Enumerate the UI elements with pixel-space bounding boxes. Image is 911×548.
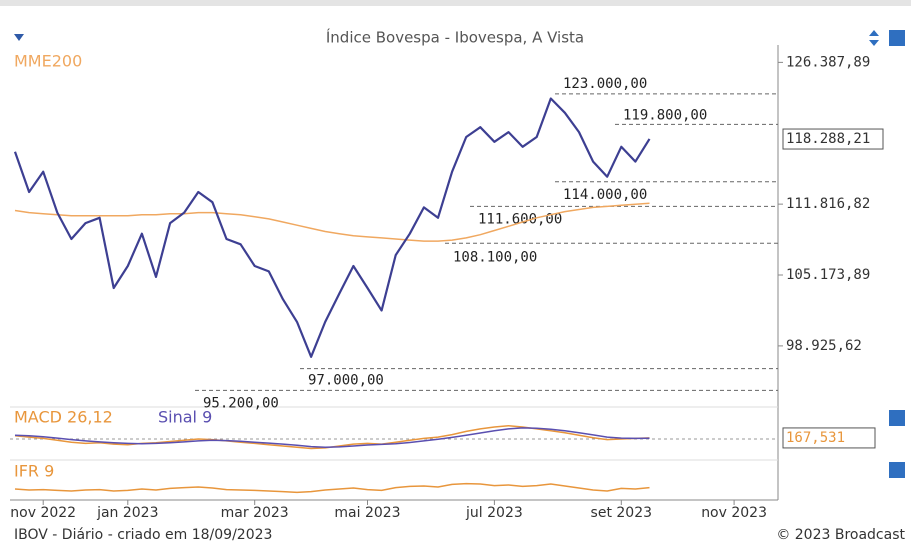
y-tick-label: 98.925,62 bbox=[786, 338, 862, 354]
x-tick-label: nov 2023 bbox=[701, 505, 767, 521]
price-line bbox=[13, 97, 651, 358]
y-tick-label: 126.387,89 bbox=[786, 54, 870, 70]
panel-icon[interactable] bbox=[889, 462, 905, 478]
legend-mme: MME200 bbox=[14, 52, 82, 71]
level-label: 114.000,00 bbox=[563, 187, 647, 203]
scroll-icon[interactable] bbox=[869, 30, 879, 46]
top-bar bbox=[0, 0, 911, 6]
y-tick-label: 111.816,82 bbox=[786, 196, 870, 212]
legend-macd: MACD 26,12 bbox=[14, 408, 113, 427]
x-tick-label: set 2023 bbox=[591, 505, 652, 521]
x-tick-label: mai 2023 bbox=[334, 505, 400, 521]
legend-ifr: IFR 9 bbox=[14, 462, 54, 481]
y-tick-label: 105.173,89 bbox=[786, 267, 870, 283]
panel-icon[interactable] bbox=[889, 410, 905, 426]
level-label: 97.000,00 bbox=[308, 373, 384, 389]
macd-box bbox=[782, 427, 876, 449]
ifr-line bbox=[14, 482, 650, 494]
x-tick-label: jul 2023 bbox=[465, 505, 523, 521]
chart-title: Índice Bovespa - Ibovespa, A Vista bbox=[326, 28, 584, 47]
panel-icon[interactable] bbox=[889, 30, 905, 46]
footer-left: IBOV - Diário - criado em 18/09/2023 bbox=[14, 527, 272, 543]
current-box bbox=[782, 128, 884, 150]
level-label: 119.800,00 bbox=[623, 107, 707, 123]
macd-current-label: 167,531 bbox=[786, 430, 845, 446]
level-label: 95.200,00 bbox=[203, 395, 279, 411]
legend-signal: Sinal 9 bbox=[158, 408, 212, 427]
macd-line bbox=[14, 427, 650, 448]
level-label: 123.000,00 bbox=[563, 76, 647, 92]
x-tick-label: jan 2023 bbox=[96, 505, 158, 521]
price-line bbox=[14, 202, 650, 242]
level-label: 111.600,00 bbox=[478, 211, 562, 227]
x-tick-label: mar 2023 bbox=[221, 505, 289, 521]
x-tick-label: nov 2022 bbox=[10, 505, 76, 521]
menu-icon[interactable] bbox=[14, 34, 24, 41]
level-label: 108.100,00 bbox=[453, 249, 537, 265]
footer-right: © 2023 Broadcast bbox=[776, 527, 905, 543]
current-label: 118.288,21 bbox=[786, 131, 870, 147]
